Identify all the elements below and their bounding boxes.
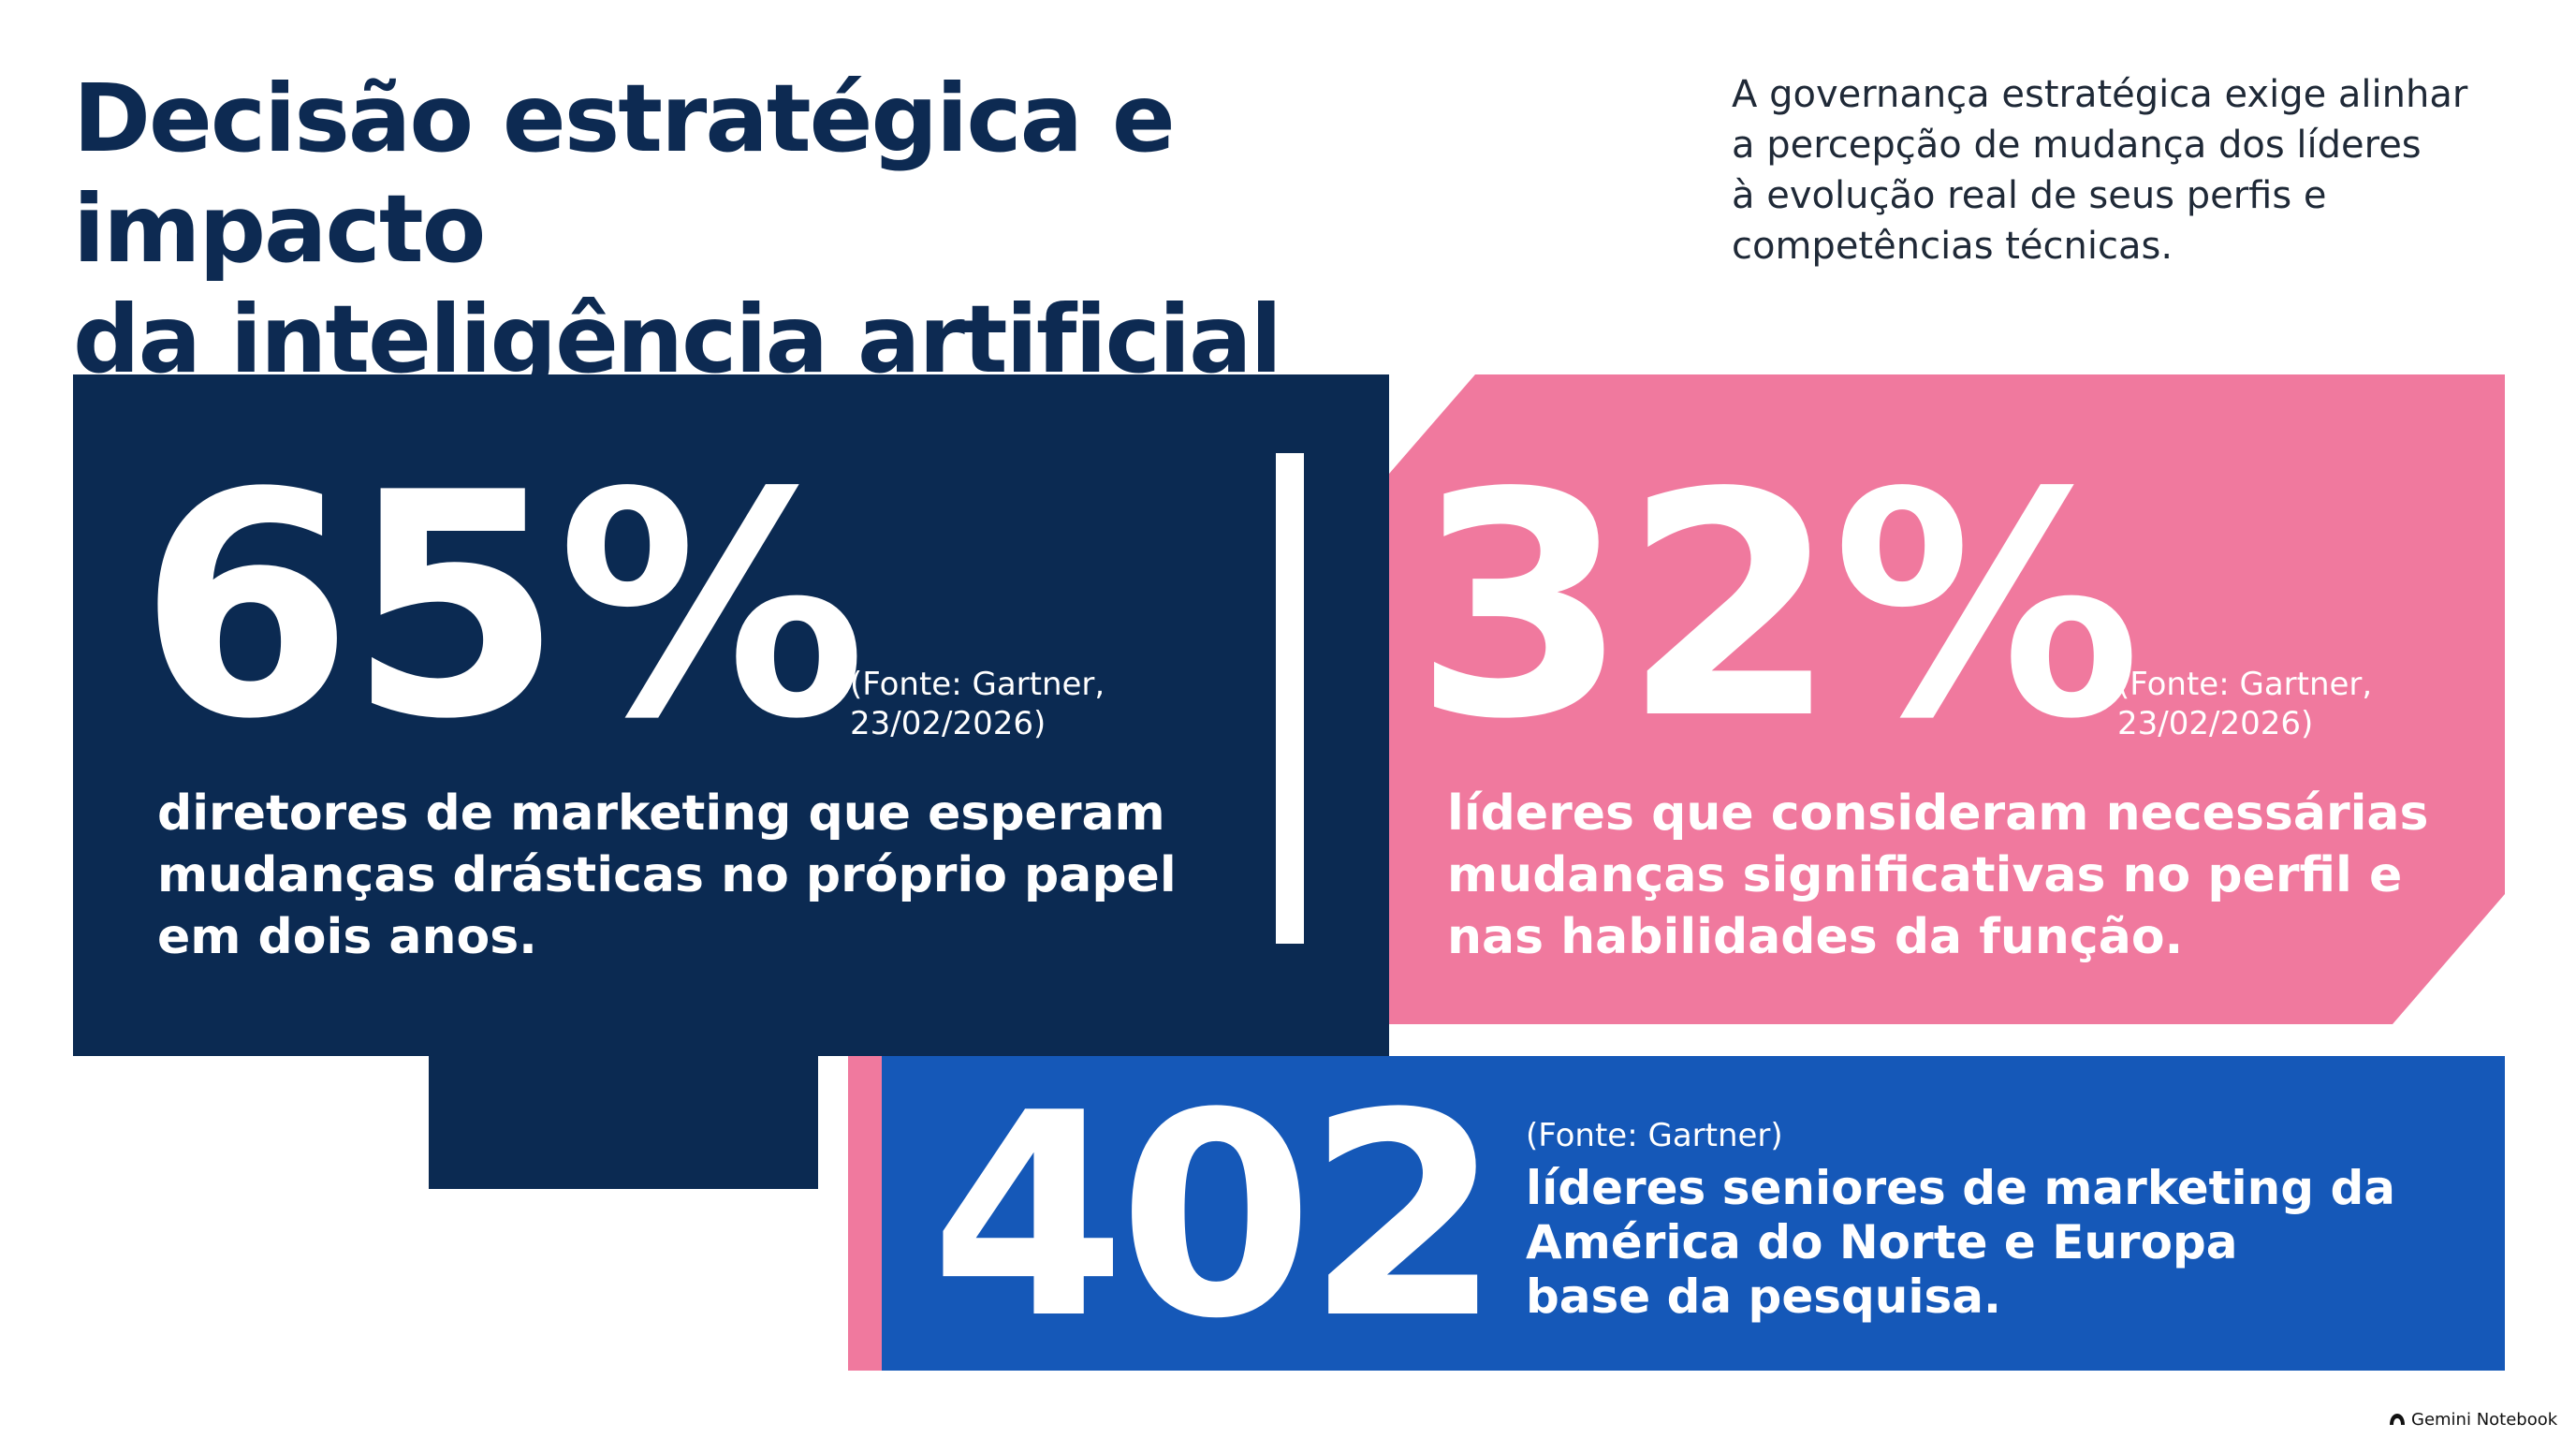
stat-card-402-accent-stripe	[848, 1056, 882, 1371]
vertical-divider	[1276, 453, 1304, 944]
stat-3-description-line-1: líderes seniores de marketing da	[1526, 1161, 2396, 1215]
notebook-icon	[2390, 1414, 2405, 1425]
stat-1-source: (Fonte: Gartner, 23/02/2026)	[850, 665, 1131, 743]
stat-1-description-line-3: em dois anos.	[157, 909, 537, 965]
stat-1-description-line-1: diretores de marketing que esperam	[157, 785, 1165, 842]
stat-value-32-percent: 32%	[1413, 427, 2142, 786]
stat-value-402: 402	[930, 1053, 1501, 1380]
stat-3-description-line-3: base da pesquisa.	[1526, 1269, 2002, 1324]
stat-2-source-line-2: 23/02/2026)	[2117, 705, 2314, 742]
stat-card-32-background	[1389, 374, 2505, 1024]
brand-logo: Gemini Notebook	[2389, 1406, 2557, 1432]
intro-line-4: competências técnicas.	[1732, 225, 2174, 268]
stat-value-65-percent: 65%	[139, 427, 867, 786]
page-title-line-1: Decisão estratégica e impacto	[73, 64, 1176, 284]
stat-card-402-background	[882, 1056, 2505, 1371]
stat-2-source: (Fonte: Gartner, 23/02/2026)	[2117, 665, 2398, 743]
stat-1-source-line-2: 23/02/2026)	[850, 705, 1046, 742]
stat-2-description-line-3: nas habilidades da função.	[1447, 909, 2184, 965]
stat-2-description-line-1: líderes que consideram necessárias	[1447, 785, 2429, 842]
intro-line-1: A governança estratégica exige alinhar	[1732, 73, 2468, 116]
stat-1-description: diretores de marketing que esperam mudan…	[157, 783, 1177, 968]
intro-line-3: à evolução real de seus perfis e	[1732, 174, 2327, 217]
stat-2-source-line-1: (Fonte: Gartner,	[2117, 666, 2373, 703]
page-title: Decisão estratégica e impacto da intelig…	[73, 64, 1589, 395]
stat-1-description-line-2: mudanças drásticas no próprio papel	[157, 847, 1177, 903]
stat-1-source-line-1: (Fonte: Gartner,	[850, 666, 1105, 703]
intro-text: A governança estratégica exige alinhar a…	[1732, 69, 2537, 271]
stat-2-description-line-2: mudanças significativas no perfil e	[1447, 847, 2403, 903]
intro-line-2: a percepção de mudança dos líderes	[1732, 124, 2422, 167]
stat-3-description-line-2: América do Norte e Europa	[1526, 1215, 2238, 1269]
stat-3-source-line-1: (Fonte: Gartner)	[1526, 1117, 1783, 1154]
stat-2-description: líderes que consideram necessárias mudan…	[1447, 783, 2428, 968]
stat-card-65-background	[73, 374, 1389, 1056]
stat-3-description: líderes seniores de marketing da América…	[1526, 1161, 2395, 1324]
stat-card-65-tab	[429, 1030, 818, 1189]
stat-3-source: (Fonte: Gartner)	[1526, 1116, 2181, 1155]
brand-name: Gemini Notebook	[2411, 1409, 2558, 1430]
